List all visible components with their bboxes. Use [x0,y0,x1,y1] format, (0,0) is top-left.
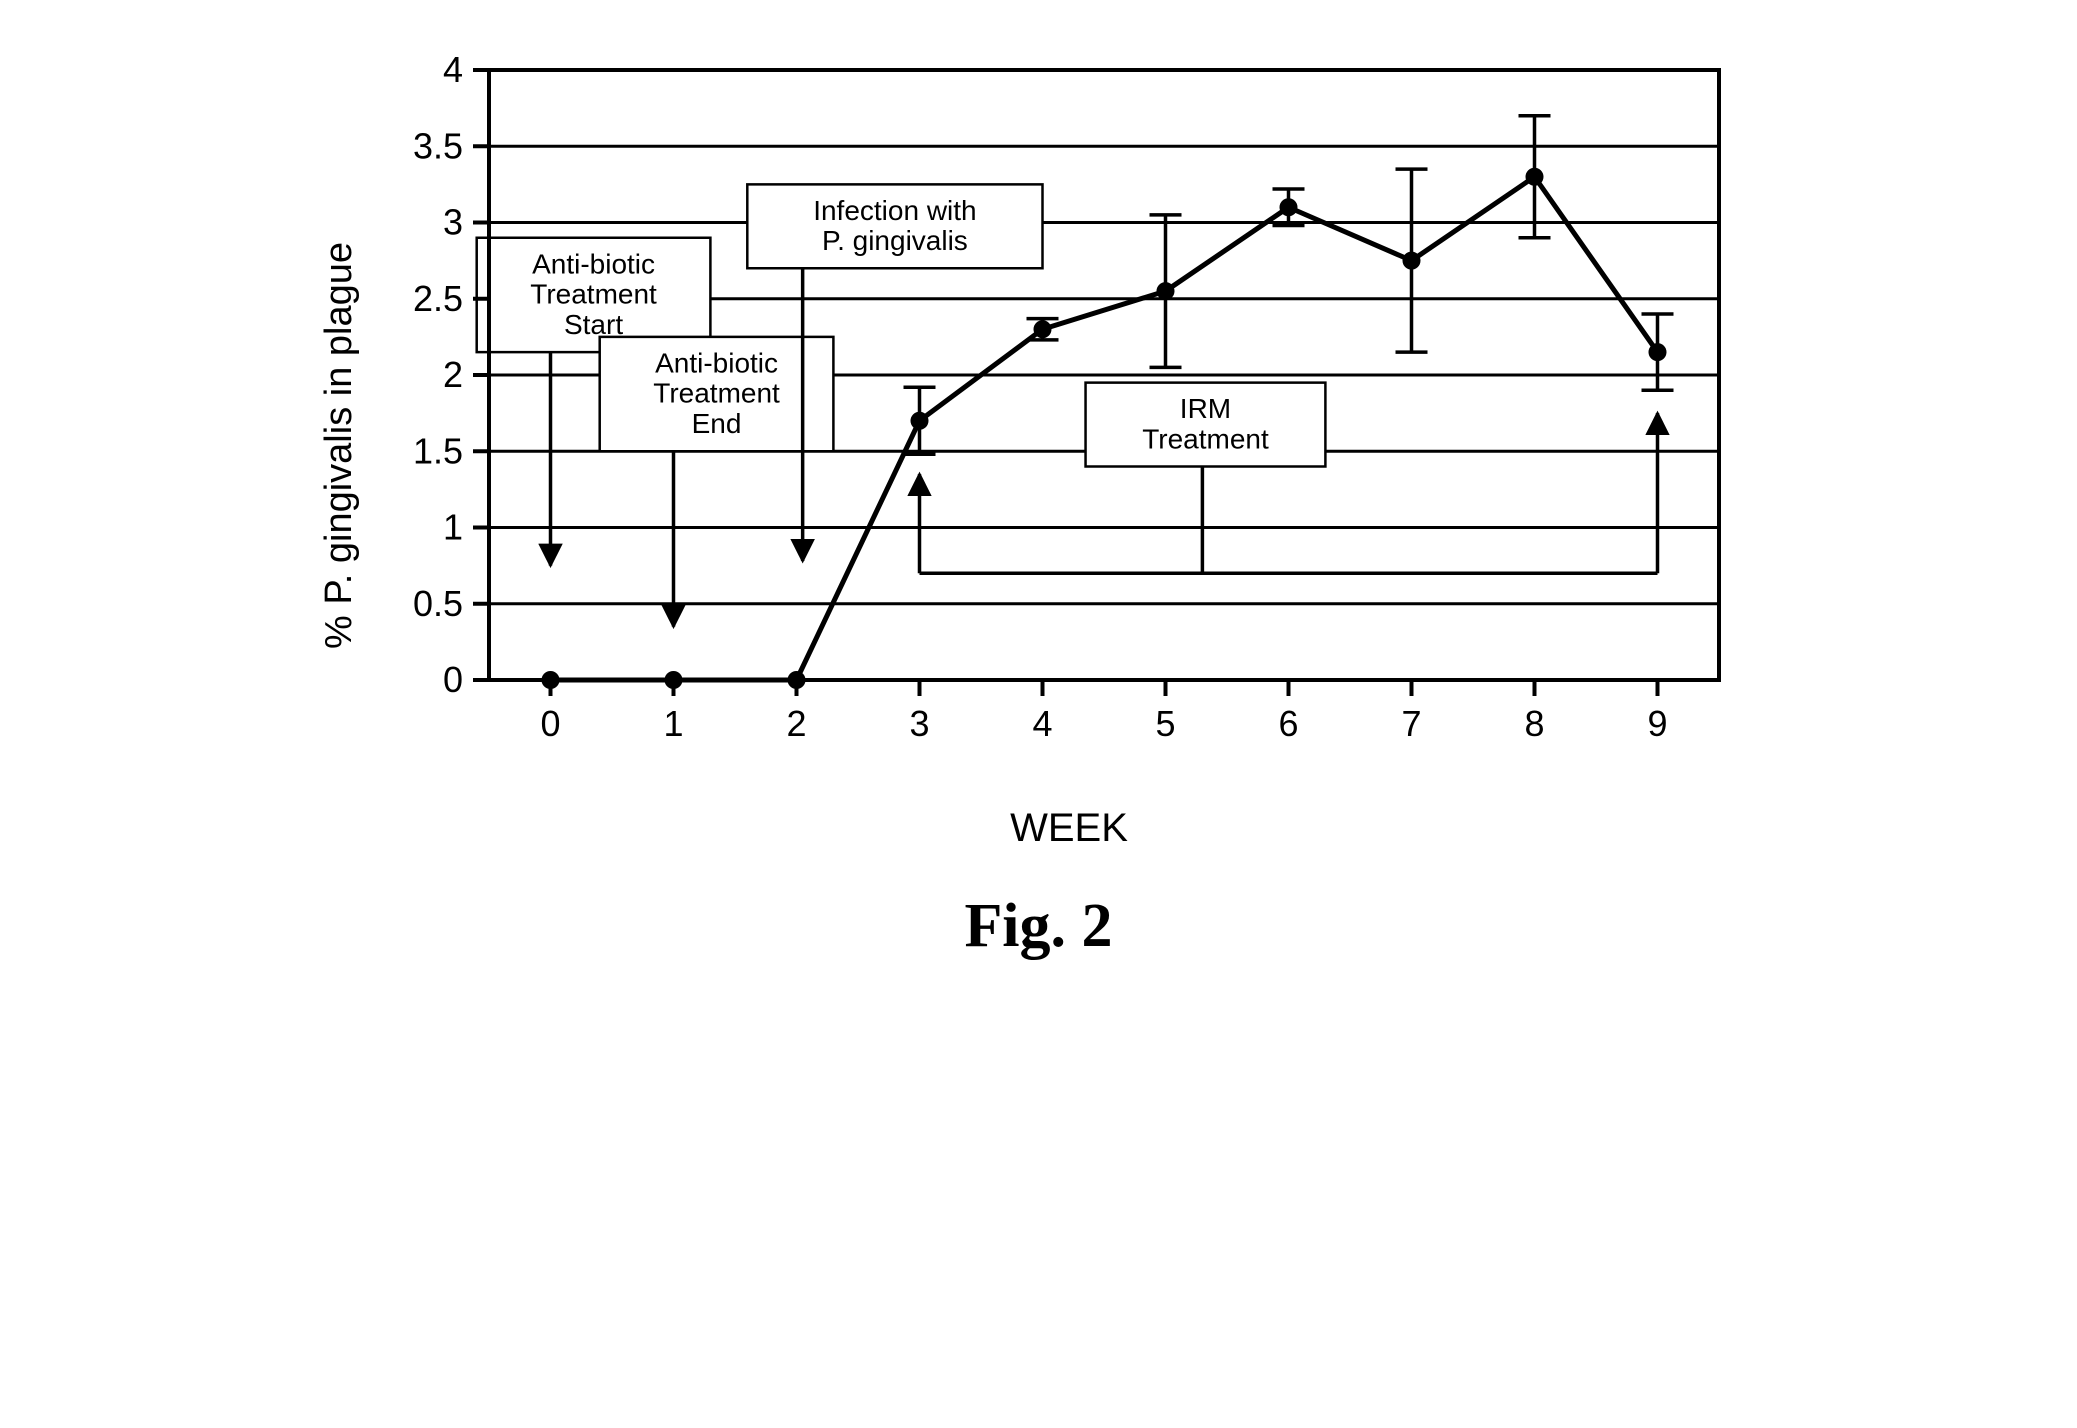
svg-text:3: 3 [443,202,463,243]
chart-block: Anti-bioticTreatmentStartAnti-bioticTrea… [379,40,1759,851]
svg-text:P. gingivalis: P. gingivalis [822,225,968,256]
svg-text:3.5: 3.5 [413,125,463,166]
svg-text:0.5: 0.5 [413,583,463,624]
svg-text:1: 1 [443,507,463,548]
svg-text:4: 4 [1032,703,1052,744]
svg-text:2: 2 [786,703,806,744]
figure-caption: Fig. 2 [964,891,1112,962]
svg-text:1: 1 [663,703,683,744]
svg-text:Treatment: Treatment [1142,423,1269,454]
svg-text:Infection with: Infection with [813,195,976,226]
svg-text:4: 4 [443,49,463,90]
figure-container: % P. gingivalis in plague Anti-bioticTre… [40,40,2037,962]
x-axis-label: WEEK [1010,806,1128,851]
svg-text:Anti-biotic: Anti-biotic [532,248,655,279]
svg-text:Treatment: Treatment [530,279,657,310]
chart-svg: Anti-bioticTreatmentStartAnti-bioticTrea… [379,40,1759,800]
svg-text:2: 2 [443,354,463,395]
svg-text:Anti-biotic: Anti-biotic [655,348,778,379]
svg-text:1.5: 1.5 [413,430,463,471]
svg-text:3: 3 [909,703,929,744]
svg-text:End: End [692,408,742,439]
svg-text:5: 5 [1155,703,1175,744]
svg-text:Start: Start [564,309,623,340]
svg-text:7: 7 [1401,703,1421,744]
svg-text:6: 6 [1278,703,1298,744]
chart-outer: % P. gingivalis in plague Anti-bioticTre… [318,40,1759,851]
svg-text:0: 0 [443,659,463,700]
svg-text:2.5: 2.5 [413,278,463,319]
svg-text:9: 9 [1647,703,1667,744]
y-axis-label: % P. gingivalis in plague [318,242,361,649]
svg-text:8: 8 [1524,703,1544,744]
svg-text:Treatment: Treatment [653,378,780,409]
svg-text:0: 0 [540,703,560,744]
svg-text:IRM: IRM [1180,393,1231,424]
